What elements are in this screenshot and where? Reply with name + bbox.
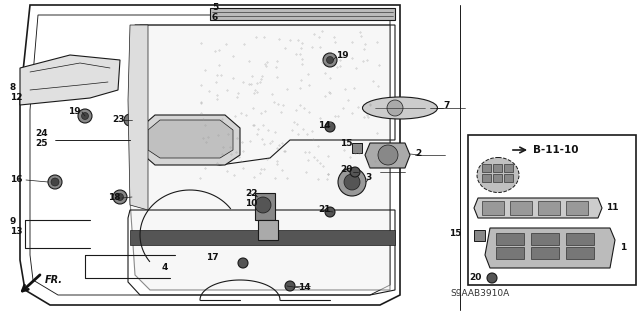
Circle shape bbox=[116, 194, 124, 201]
Bar bbox=[482, 174, 491, 182]
Circle shape bbox=[124, 114, 136, 126]
Polygon shape bbox=[210, 8, 395, 20]
Ellipse shape bbox=[362, 97, 438, 119]
Bar bbox=[566, 201, 588, 215]
Text: 23: 23 bbox=[112, 115, 125, 124]
Text: 25: 25 bbox=[35, 138, 47, 147]
Polygon shape bbox=[255, 193, 275, 220]
Text: 17: 17 bbox=[206, 254, 219, 263]
Bar bbox=[538, 201, 560, 215]
Text: 14: 14 bbox=[298, 284, 310, 293]
Polygon shape bbox=[20, 55, 120, 105]
Circle shape bbox=[338, 168, 366, 196]
Text: 24: 24 bbox=[35, 129, 47, 137]
Polygon shape bbox=[130, 25, 390, 290]
Bar bbox=[474, 230, 485, 241]
Bar bbox=[566, 233, 594, 245]
Text: 6: 6 bbox=[212, 13, 218, 23]
Polygon shape bbox=[128, 25, 148, 210]
Text: 21: 21 bbox=[318, 205, 330, 214]
Text: 16: 16 bbox=[10, 175, 22, 184]
Text: FR.: FR. bbox=[45, 275, 63, 285]
Polygon shape bbox=[140, 115, 240, 165]
Bar bbox=[352, 143, 362, 153]
Bar bbox=[566, 247, 594, 259]
Text: 19: 19 bbox=[336, 50, 349, 60]
Bar bbox=[531, 247, 559, 259]
Text: S9AAB3910A: S9AAB3910A bbox=[450, 289, 509, 298]
Bar bbox=[493, 174, 502, 182]
Text: 18: 18 bbox=[108, 194, 120, 203]
Text: 15: 15 bbox=[340, 139, 353, 149]
Bar bbox=[482, 164, 491, 172]
Circle shape bbox=[350, 167, 360, 177]
Text: 8: 8 bbox=[10, 83, 16, 92]
Bar bbox=[504, 164, 513, 172]
Text: 4: 4 bbox=[162, 263, 168, 272]
Bar bbox=[493, 164, 502, 172]
Polygon shape bbox=[485, 228, 615, 268]
Text: 10: 10 bbox=[245, 198, 257, 207]
Polygon shape bbox=[474, 198, 602, 218]
Circle shape bbox=[78, 109, 92, 123]
Bar bbox=[468, 135, 636, 285]
Text: 2: 2 bbox=[415, 149, 421, 158]
Circle shape bbox=[325, 207, 335, 217]
Circle shape bbox=[113, 190, 127, 204]
Circle shape bbox=[487, 273, 497, 283]
Circle shape bbox=[326, 56, 333, 63]
Text: B-11-10: B-11-10 bbox=[533, 145, 579, 155]
Circle shape bbox=[81, 113, 88, 120]
Text: 20: 20 bbox=[470, 273, 482, 283]
Circle shape bbox=[323, 53, 337, 67]
Text: 11: 11 bbox=[606, 204, 618, 212]
Circle shape bbox=[344, 174, 360, 190]
Circle shape bbox=[255, 197, 271, 213]
Circle shape bbox=[285, 281, 295, 291]
Text: 5: 5 bbox=[212, 4, 218, 12]
Polygon shape bbox=[365, 143, 410, 168]
Circle shape bbox=[378, 145, 398, 165]
Bar bbox=[510, 201, 532, 215]
Text: 15: 15 bbox=[449, 229, 462, 239]
Text: 19: 19 bbox=[68, 108, 81, 116]
Polygon shape bbox=[130, 230, 395, 245]
Text: 3: 3 bbox=[365, 174, 371, 182]
Text: 14: 14 bbox=[318, 121, 331, 130]
Text: 7: 7 bbox=[443, 101, 449, 110]
Polygon shape bbox=[148, 120, 233, 158]
Bar bbox=[504, 174, 513, 182]
Text: 22: 22 bbox=[245, 189, 257, 197]
Text: 13: 13 bbox=[10, 227, 22, 236]
Circle shape bbox=[238, 258, 248, 268]
Text: 9: 9 bbox=[10, 218, 17, 226]
Text: 1: 1 bbox=[620, 243, 627, 253]
Bar bbox=[531, 233, 559, 245]
Text: 12: 12 bbox=[10, 93, 22, 101]
Circle shape bbox=[325, 122, 335, 132]
Bar bbox=[496, 247, 524, 259]
Ellipse shape bbox=[477, 158, 519, 192]
Circle shape bbox=[48, 175, 62, 189]
Circle shape bbox=[51, 178, 59, 186]
Polygon shape bbox=[258, 220, 278, 240]
Text: 20: 20 bbox=[340, 166, 353, 174]
Circle shape bbox=[387, 100, 403, 116]
Bar bbox=[482, 201, 504, 215]
Bar bbox=[496, 233, 524, 245]
